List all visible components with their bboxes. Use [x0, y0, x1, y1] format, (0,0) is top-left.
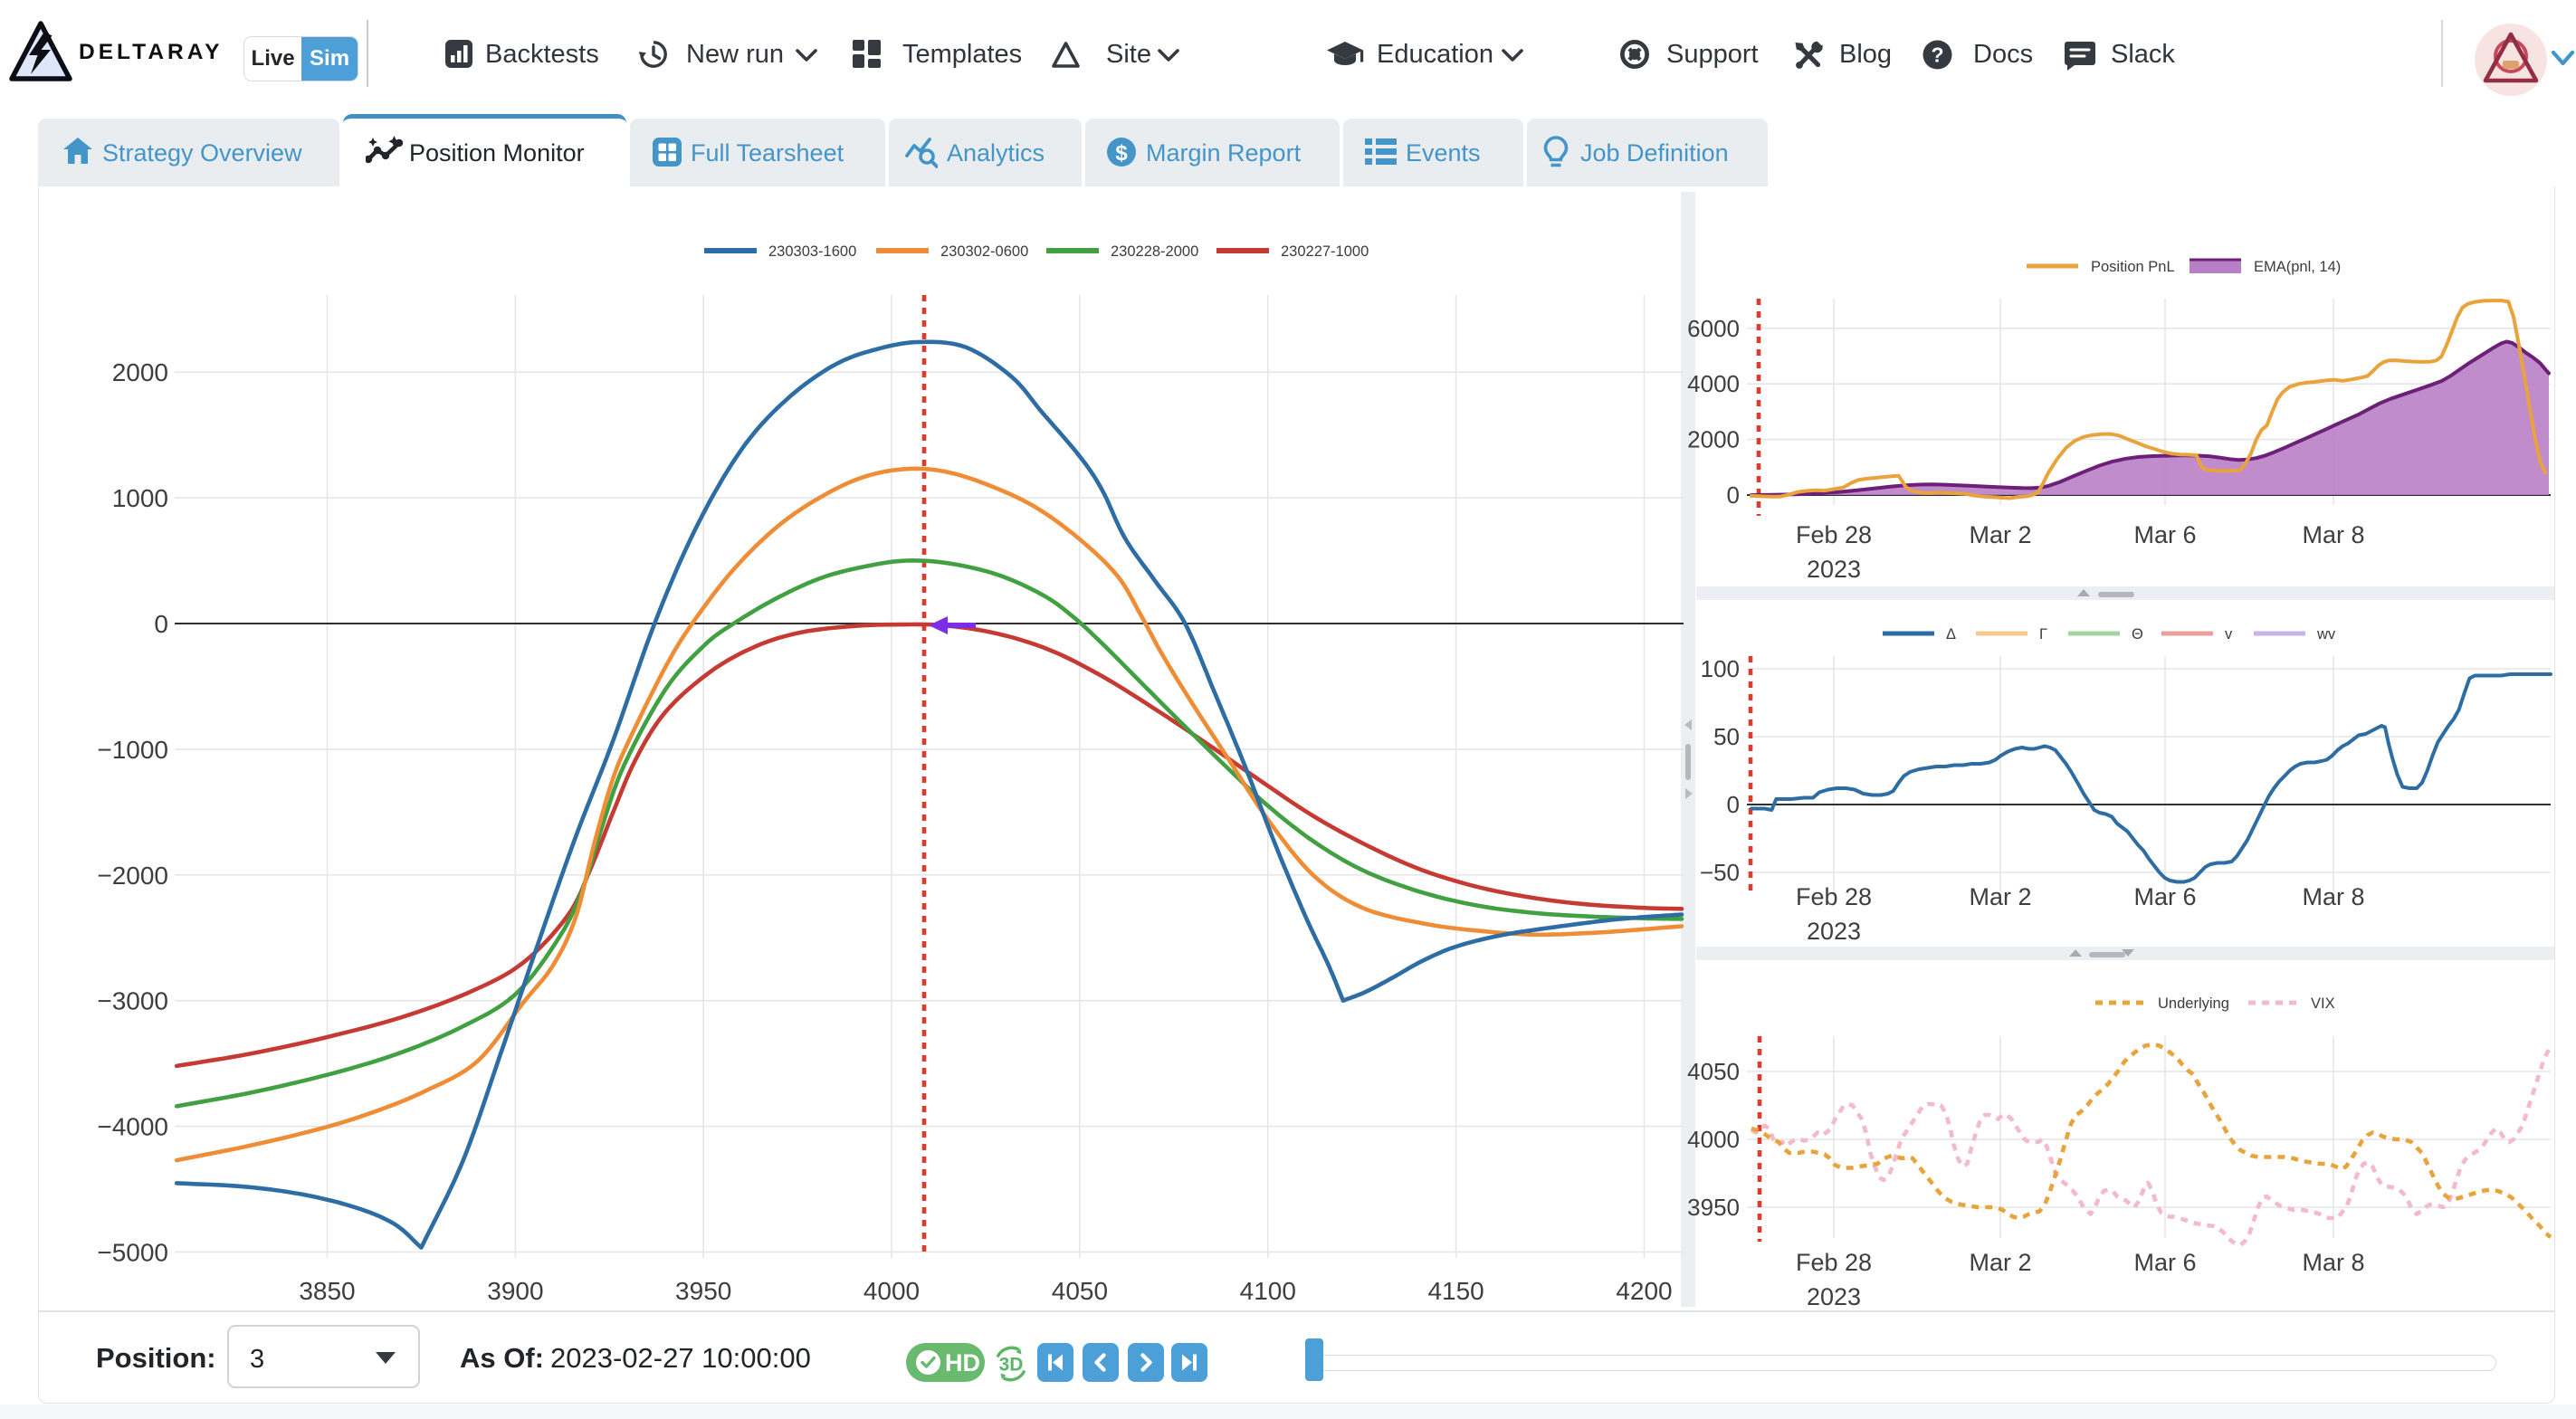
svg-text:2000: 2000	[1687, 426, 1740, 453]
svg-text:Mar 8: Mar 8	[2302, 521, 2364, 548]
svg-text:Feb 28: Feb 28	[1796, 883, 1872, 910]
svg-text:Mar 6: Mar 6	[2133, 521, 2196, 548]
svg-text:v: v	[2225, 626, 2233, 643]
svg-text:3900: 3900	[487, 1277, 543, 1305]
svg-text:230302-0600: 230302-0600	[940, 243, 1028, 260]
svg-text:3850: 3850	[299, 1277, 355, 1305]
svg-text:Δ: Δ	[1946, 626, 1956, 643]
svg-text:230303-1600: 230303-1600	[768, 243, 856, 260]
svg-text:4150: 4150	[1427, 1277, 1484, 1305]
svg-text:Mar 6: Mar 6	[2133, 1249, 2196, 1276]
svg-text:50: 50	[1713, 723, 1740, 750]
svg-text:−2000: −2000	[97, 862, 168, 890]
svg-text:4000: 4000	[1687, 370, 1740, 397]
svg-text:4050: 4050	[1052, 1277, 1108, 1305]
svg-text:Mar 2: Mar 2	[1969, 1249, 2031, 1276]
svg-text:4000: 4000	[1687, 1126, 1740, 1153]
svg-text:Position PnL: Position PnL	[2091, 259, 2175, 275]
svg-text:3D: 3D	[999, 1355, 1024, 1376]
svg-text:Feb 28: Feb 28	[1796, 521, 1872, 548]
svg-text:−1000: −1000	[97, 736, 168, 764]
svg-text:wv: wv	[2316, 626, 2336, 643]
svg-text:$: $	[1115, 141, 1128, 166]
svg-text:6000: 6000	[1687, 315, 1740, 342]
svg-text:Mar 8: Mar 8	[2302, 1249, 2364, 1276]
svg-text:4100: 4100	[1240, 1277, 1296, 1305]
svg-text:2000: 2000	[112, 358, 168, 386]
svg-text:3950: 3950	[675, 1277, 731, 1305]
svg-text:Underlying: Underlying	[2158, 995, 2229, 1012]
svg-text:−50: −50	[1700, 859, 1740, 886]
svg-text:Mar 2: Mar 2	[1969, 883, 2031, 910]
svg-text:−5000: −5000	[97, 1239, 168, 1267]
svg-text:VIX: VIX	[2311, 995, 2335, 1012]
svg-text:4000: 4000	[863, 1277, 920, 1305]
svg-text:EMA(pnl, 14): EMA(pnl, 14)	[2254, 259, 2341, 275]
svg-text:0: 0	[154, 610, 168, 638]
svg-text:0: 0	[1727, 791, 1740, 818]
svg-text:Γ: Γ	[2039, 626, 2047, 643]
svg-text:4050: 4050	[1687, 1058, 1740, 1085]
svg-text:230227-1000: 230227-1000	[1281, 243, 1369, 260]
svg-text:−4000: −4000	[97, 1113, 168, 1141]
svg-text:2023: 2023	[1807, 556, 1861, 583]
svg-text:3950: 3950	[1687, 1194, 1740, 1221]
svg-text:Mar 2: Mar 2	[1969, 521, 2031, 548]
svg-text:2023: 2023	[1807, 918, 1861, 945]
svg-text:2023: 2023	[1807, 1283, 1861, 1310]
svg-text:Θ: Θ	[2132, 626, 2143, 643]
svg-text:−3000: −3000	[97, 987, 168, 1015]
svg-text:4200: 4200	[1616, 1277, 1672, 1305]
svg-text:?: ?	[1931, 43, 1943, 67]
svg-text:0: 0	[1727, 481, 1740, 509]
svg-text:230228-2000: 230228-2000	[1111, 243, 1198, 260]
svg-text:Mar 6: Mar 6	[2133, 883, 2196, 910]
svg-text:100: 100	[1701, 655, 1740, 682]
svg-text:1000: 1000	[112, 484, 168, 512]
svg-text:Mar 8: Mar 8	[2302, 883, 2364, 910]
svg-text:Feb 28: Feb 28	[1796, 1249, 1872, 1276]
